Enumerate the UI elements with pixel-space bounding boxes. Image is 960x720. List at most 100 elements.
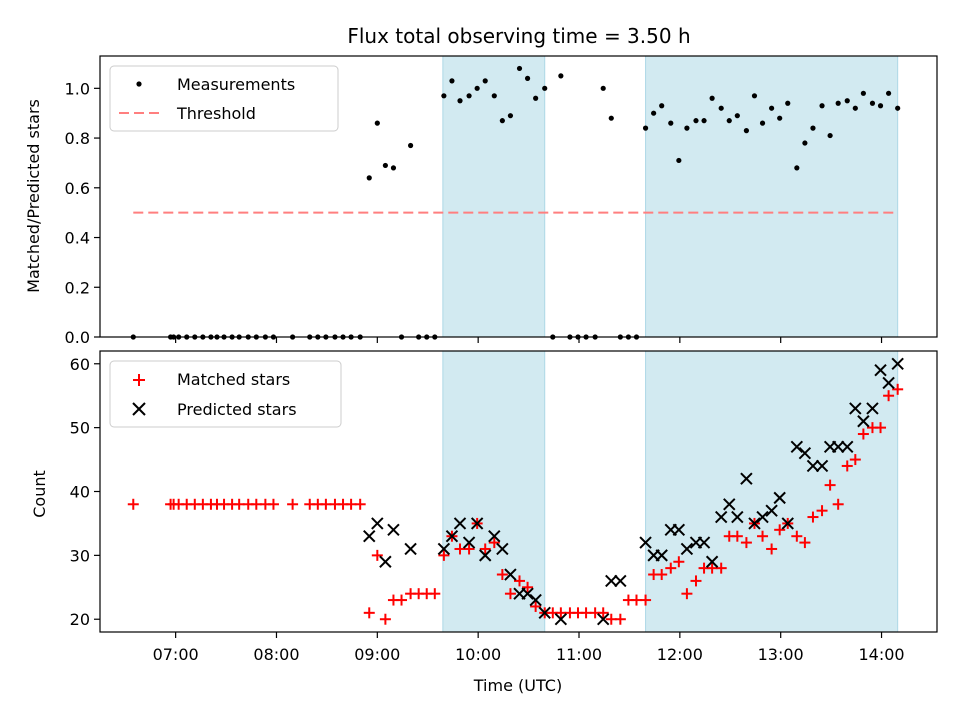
x-tick-label: 10:00 [455, 645, 501, 664]
legend-measurements-label: Measurements [177, 75, 295, 94]
matched-star-point [892, 383, 904, 395]
predicted-star-point [705, 555, 719, 568]
bottom-y-tick-label: 50 [70, 419, 90, 438]
predicted-star-point [831, 440, 845, 454]
predicted-star-point [521, 587, 534, 600]
measurement-point [533, 95, 539, 101]
matched-star-point [363, 607, 375, 619]
measurement-point [844, 98, 850, 104]
predicted-star-point [798, 446, 812, 460]
measurement-point [524, 75, 531, 81]
predicted-star-point [529, 593, 542, 607]
matched-star-point [740, 537, 752, 549]
bottom-y-tick-label: 60 [70, 355, 90, 374]
predicted-star-point [437, 542, 451, 556]
measurement-point [869, 100, 876, 106]
matched-star-point [371, 549, 383, 561]
predicted-star-point [614, 574, 627, 588]
matched-star-point [656, 569, 668, 581]
measurement-point [366, 175, 372, 181]
matched-star-point [496, 569, 508, 581]
bottom-shaded-interval [645, 350, 899, 633]
bottom-y-ticks: 20 30 40 50 60 [70, 355, 100, 629]
predicted-star-point [714, 510, 728, 524]
predicted-star-point [672, 523, 686, 537]
measurement-point [374, 120, 380, 126]
measurement-point [507, 113, 514, 119]
top-y-tick-label: 0.8 [65, 129, 90, 148]
measurement-point [542, 85, 548, 91]
measurement-point [743, 128, 750, 134]
matched-star-point [463, 543, 475, 555]
matched-star-point [665, 562, 677, 574]
bottom-y-tick-label: 40 [70, 483, 90, 502]
matched-star-point [824, 479, 836, 491]
measurement-point [718, 105, 724, 111]
measurement-point [802, 140, 808, 146]
measurement-point [651, 110, 657, 116]
matched-star-point [766, 543, 778, 555]
measurement-point [668, 120, 674, 126]
x-tick-label: 14:00 [858, 645, 904, 664]
x-tick-label: 12:00 [657, 645, 703, 664]
top-panel: 0.0 0.2 0.4 0.6 0.8 1.0 Matched/Predicted sta… [24, 55, 938, 347]
measurement-point [759, 120, 766, 126]
matched-star-point [354, 498, 366, 510]
top-y-tick-label: 0.0 [65, 328, 90, 347]
matched-star-point [857, 428, 869, 440]
predicted-star-point [453, 517, 467, 530]
matched-star-point [429, 588, 441, 600]
x-tick-label: 13:00 [758, 645, 804, 664]
predicted-star-point [790, 440, 804, 454]
matched-star-point [379, 613, 391, 625]
bottom-x-ticks: 07:00 08:00 09:00 10:00 11:00 12:00 13:00 14:00 [153, 632, 905, 664]
predicted-star-point [697, 536, 711, 549]
measurement-point [852, 105, 858, 111]
top-y-tick-label: 0.6 [65, 179, 90, 198]
legend-matched-label: Matched stars [177, 370, 290, 389]
matched-star-point [757, 530, 769, 542]
matched-star-point [791, 530, 803, 542]
matched-star-point [681, 588, 693, 600]
legend-matched-marker [133, 374, 145, 386]
top-shaded-intervals [442, 55, 899, 338]
top-axes-frame [99, 55, 938, 338]
measurement-point [794, 165, 800, 171]
top-x-ticks [175, 337, 883, 343]
measurement-point [709, 95, 715, 101]
measurement-point [482, 78, 488, 84]
predicted-star-point [874, 363, 887, 377]
bottom-panel: 20 30 40 50 60 07:00 08:00 09:00 10:00 11:00 12:0… [30, 350, 938, 695]
matched-star-point [883, 390, 895, 402]
top-y-tick-label: 1.0 [65, 79, 90, 98]
measurement-point [466, 93, 472, 99]
matched-star-point [267, 498, 279, 510]
matched-star-point [690, 575, 702, 587]
top-shaded-interval [645, 55, 899, 338]
matched-star-point [287, 498, 299, 510]
matched-star-point [841, 460, 853, 472]
measurement-point [382, 162, 388, 169]
matched-star-point [438, 549, 450, 561]
measurement-point [516, 65, 523, 72]
predicted-star-point [773, 491, 786, 505]
predicted-star-point [496, 542, 509, 556]
measurement-point [491, 93, 497, 99]
measurement-point [701, 118, 707, 124]
predicted-star-point [538, 606, 551, 620]
top-y-tick-label: 0.4 [65, 229, 90, 248]
measurement-point [860, 90, 866, 96]
matched-stars-series [127, 383, 904, 625]
matched-star-point [640, 594, 652, 606]
measurement-point [693, 118, 699, 124]
measurement-point [895, 105, 901, 111]
predicted-star-point [597, 613, 610, 626]
x-tick-label: 07:00 [153, 645, 199, 664]
bottom-legend: Matched stars Predicted stars [109, 360, 342, 428]
measurement-point [777, 115, 783, 121]
predicted-star-point [841, 440, 854, 454]
predicted-stars-series [363, 357, 904, 626]
predicted-star-point [723, 498, 736, 511]
predicted-star-point [488, 529, 501, 543]
